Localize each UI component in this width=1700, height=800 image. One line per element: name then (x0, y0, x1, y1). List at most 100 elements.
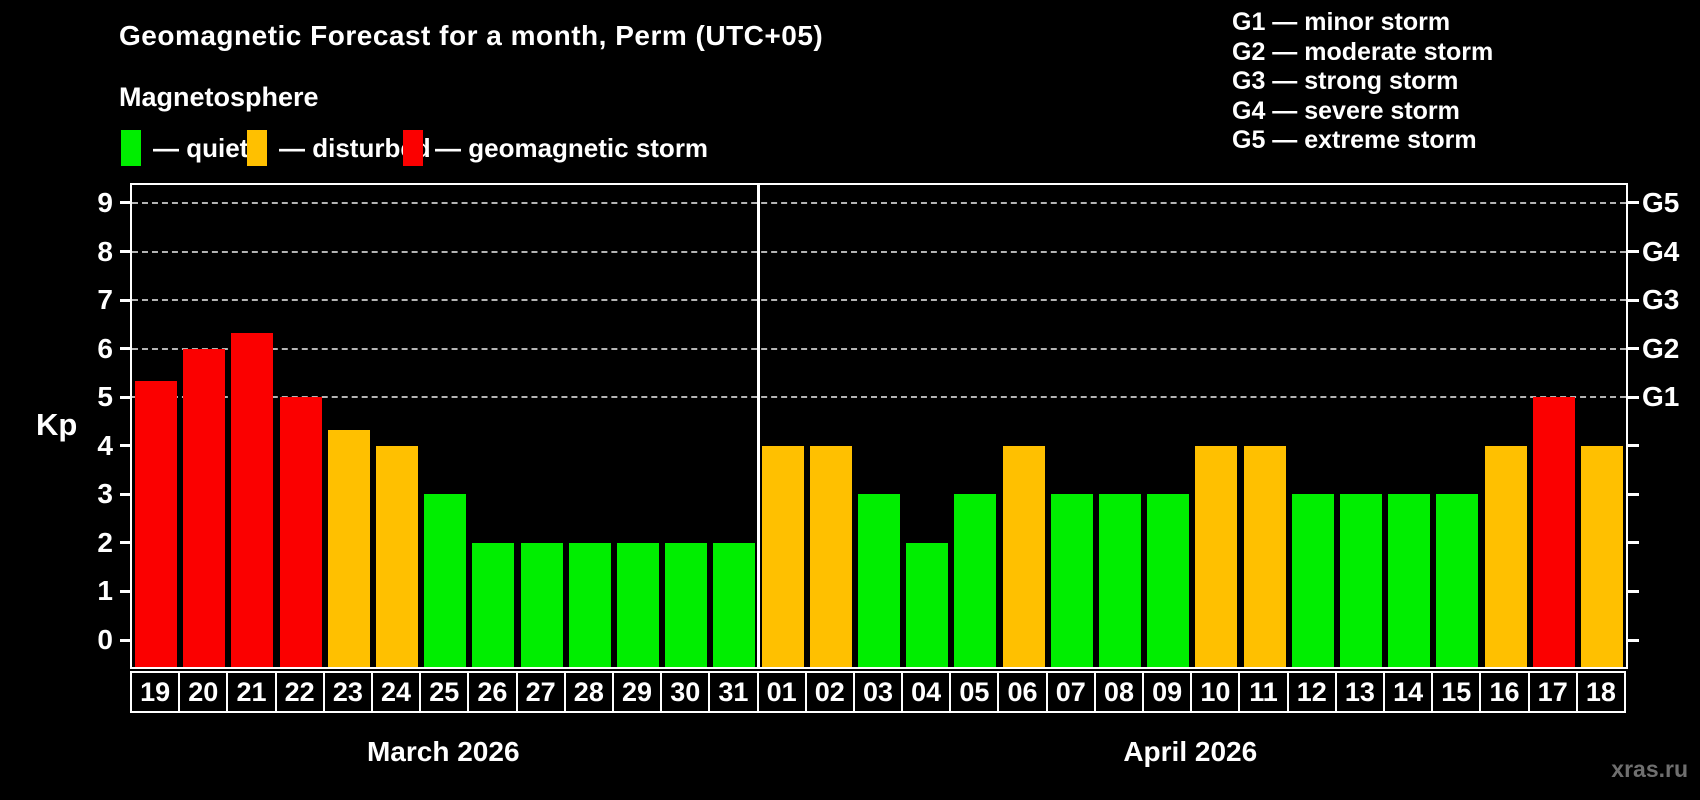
day-label-cell: 13 (1334, 671, 1386, 713)
kp-bar (327, 429, 370, 667)
y-tick-label: 2 (97, 526, 113, 558)
y-axis-tick (120, 444, 130, 448)
y-tick-label: 0 (97, 624, 113, 655)
day-label-cell: 18 (1575, 671, 1626, 713)
legend-swatch-storm (403, 130, 423, 166)
y-tick-label: 9 (97, 186, 113, 218)
kp-bar (1243, 445, 1286, 667)
y-axis-tick (120, 589, 130, 593)
g-axis-tick (1628, 395, 1639, 399)
kp-bar (1195, 445, 1238, 667)
g-axis-tick (1628, 347, 1639, 351)
y-axis-tick (120, 638, 130, 642)
legend-label: — geomagnetic storm (435, 133, 709, 163)
day-label-cell: 08 (1093, 671, 1145, 713)
gridline-kp7 (132, 299, 1626, 302)
kp-bar (279, 397, 322, 667)
kp-bar (520, 542, 563, 667)
y-axis-tick (120, 492, 130, 496)
legend-swatch-quiet (121, 130, 141, 166)
day-label-cell: 31 (708, 671, 759, 713)
y-tick-label: 1 (97, 575, 113, 607)
g-axis-tick (1628, 492, 1639, 496)
kp-bar (1532, 397, 1575, 667)
month-label: April 2026 (1123, 736, 1258, 767)
day-label-cell: 28 (563, 671, 614, 713)
g-axis-label: G3 (1642, 284, 1680, 316)
day-label-cell: 04 (901, 671, 952, 713)
y-axis-tick (120, 298, 130, 302)
kp-bar (424, 494, 467, 667)
day-label-cell: 23 (322, 671, 373, 713)
day-label-cell: 10 (1190, 671, 1241, 713)
day-label-row: 19 20 21 22 23 24 25 26 27 28 29 30 31 01 02 03 04 05 06 07… (130, 671, 1628, 713)
g-legend-line: G2 — moderate storm (1232, 37, 1494, 66)
kp-bar (617, 542, 660, 667)
y-axis-tick (120, 201, 130, 205)
day-label-cell: 03 (852, 671, 904, 713)
gridline-kp5 (132, 396, 1626, 399)
day-label-cell: 20 (178, 671, 229, 713)
kp-bar (1291, 494, 1334, 667)
day-label-cell: 15 (1431, 671, 1482, 713)
g-scale-legend: G1 — minor storm G2 — moderate storm G3 — … (1232, 8, 1493, 156)
kp-bar (665, 542, 708, 667)
legend-item-storm: — geomagnetic storm (403, 130, 708, 166)
kp-bar (1002, 445, 1045, 667)
g-axis-label: G1 (1642, 381, 1680, 413)
kp-bar (376, 445, 419, 667)
gridline-kp8 (132, 250, 1626, 253)
legend-item-quiet: — quiet (121, 130, 248, 166)
kp-bar (472, 542, 515, 667)
plot-area (130, 183, 1628, 669)
kp-bar (231, 332, 274, 667)
day-label-cell: 11 (1238, 671, 1289, 713)
g-axis-tick (1628, 589, 1639, 593)
kp-bar (135, 381, 178, 667)
day-label-cell: 26 (467, 671, 518, 713)
kp-bar (761, 445, 804, 667)
day-label-cell: 02 (804, 671, 855, 713)
y-axis-tick (120, 347, 130, 351)
kp-bar (1147, 494, 1190, 667)
day-label-cell: 22 (274, 671, 325, 713)
kp-bar (1050, 494, 1093, 667)
kp-bar (1098, 494, 1141, 667)
kp-bar (858, 494, 900, 667)
day-label-cell: 19 (130, 671, 181, 713)
kp-bar (1436, 494, 1479, 667)
legend-swatch-disturbed (247, 130, 267, 166)
kp-bar (1484, 445, 1527, 667)
page-title: Geomagnetic Forecast for a month, Perm (… (119, 20, 824, 51)
y-tick-label: 5 (97, 381, 113, 413)
day-label-cell: 01 (756, 671, 807, 713)
y-tick-label: 8 (97, 235, 113, 267)
day-label-cell: 09 (1142, 671, 1193, 713)
day-label-cell: 12 (1286, 671, 1337, 713)
kp-bar (183, 348, 226, 667)
day-label-cell: 25 (419, 671, 470, 713)
day-label-cell: 24 (370, 671, 422, 713)
g-axis-tick (1628, 201, 1639, 205)
g-axis-tick (1628, 541, 1639, 545)
kp-bar (568, 542, 611, 667)
day-label-cell: 27 (515, 671, 566, 713)
g-legend-line: G4 — severe storm (1232, 96, 1460, 125)
watermark: xras.ru (1611, 756, 1688, 782)
g-axis-tick (1628, 444, 1639, 448)
day-label-cell: 16 (1479, 671, 1530, 713)
kp-bar (906, 542, 949, 667)
y-tick-label: 3 (97, 478, 113, 510)
day-label-cell: 21 (226, 671, 277, 713)
magnetosphere-label: Magnetosphere (119, 82, 319, 112)
g-axis-label: G2 (1642, 332, 1680, 364)
g-axis-tick (1628, 250, 1639, 254)
y-tick-label: 6 (97, 332, 113, 364)
day-label-cell: 30 (660, 671, 711, 713)
kp-axis-label: Kp (36, 407, 78, 442)
y-tick-label: 4 (97, 429, 113, 461)
g-legend-line: G5 — extreme storm (1232, 126, 1477, 154)
kp-bar (1580, 445, 1623, 667)
g-legend-line: G3 — strong storm (1232, 67, 1459, 95)
g-axis-label: G5 (1642, 186, 1680, 218)
